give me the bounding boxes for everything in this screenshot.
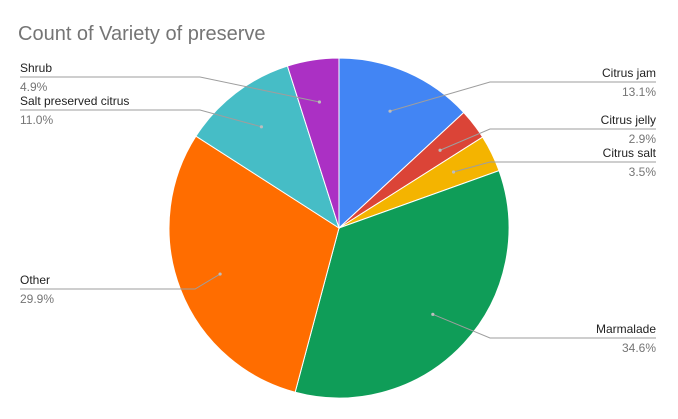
pie-slice-citrus-jam [338,57,465,230]
leader-line-other [20,273,221,290]
slice-label-citrus-jam: Citrus jam [602,66,656,80]
leader-line-salt-preserved-citrus [20,109,262,128]
slice-percent-citrus-jelly: 2.9% [629,132,657,146]
leader-line-marmalade [432,313,656,339]
slice-percent-other: 29.9% [20,292,54,306]
pie-slice-salt-preserved-citrus [195,65,340,230]
slice-label-salt-preserved-citrus: Salt preserved citrus [20,94,129,108]
leader-dot-citrus-salt [451,170,456,174]
slice-label-marmalade: Marmalade [596,322,656,336]
pie-slice-marmalade [294,169,510,399]
leader-dot-citrus-jelly [438,148,442,152]
leader-line-citrus-jam [389,81,656,112]
leader-dot-other [218,272,222,276]
slice-percent-marmalade: 34.6% [622,341,656,355]
slice-percent-citrus-salt: 3.5% [629,165,657,179]
leader-dot-marmalade [431,312,435,316]
slice-label-other: Other [20,273,50,287]
leader-line-citrus-salt [453,161,656,173]
leader-dot-shrub [317,100,322,104]
slice-percent-shrub: 4.9% [20,80,48,94]
slice-label-citrus-jelly: Citrus jelly [601,113,656,127]
leader-dot-citrus-jam [388,109,392,113]
slice-percent-salt-preserved-citrus: 11.0% [20,113,53,127]
leader-line-shrub [20,76,320,103]
leader-dot-salt-preserved-citrus [259,125,264,129]
pie-slice-shrub [286,57,340,229]
chart-title: Count of Variety of preserve [18,23,266,45]
slice-label-citrus-salt: Citrus salt [603,146,657,160]
slice-label-shrub: Shrub [20,61,52,75]
leader-line-citrus-jelly [439,128,656,151]
slice-percent-citrus-jam: 13.1% [622,85,656,99]
